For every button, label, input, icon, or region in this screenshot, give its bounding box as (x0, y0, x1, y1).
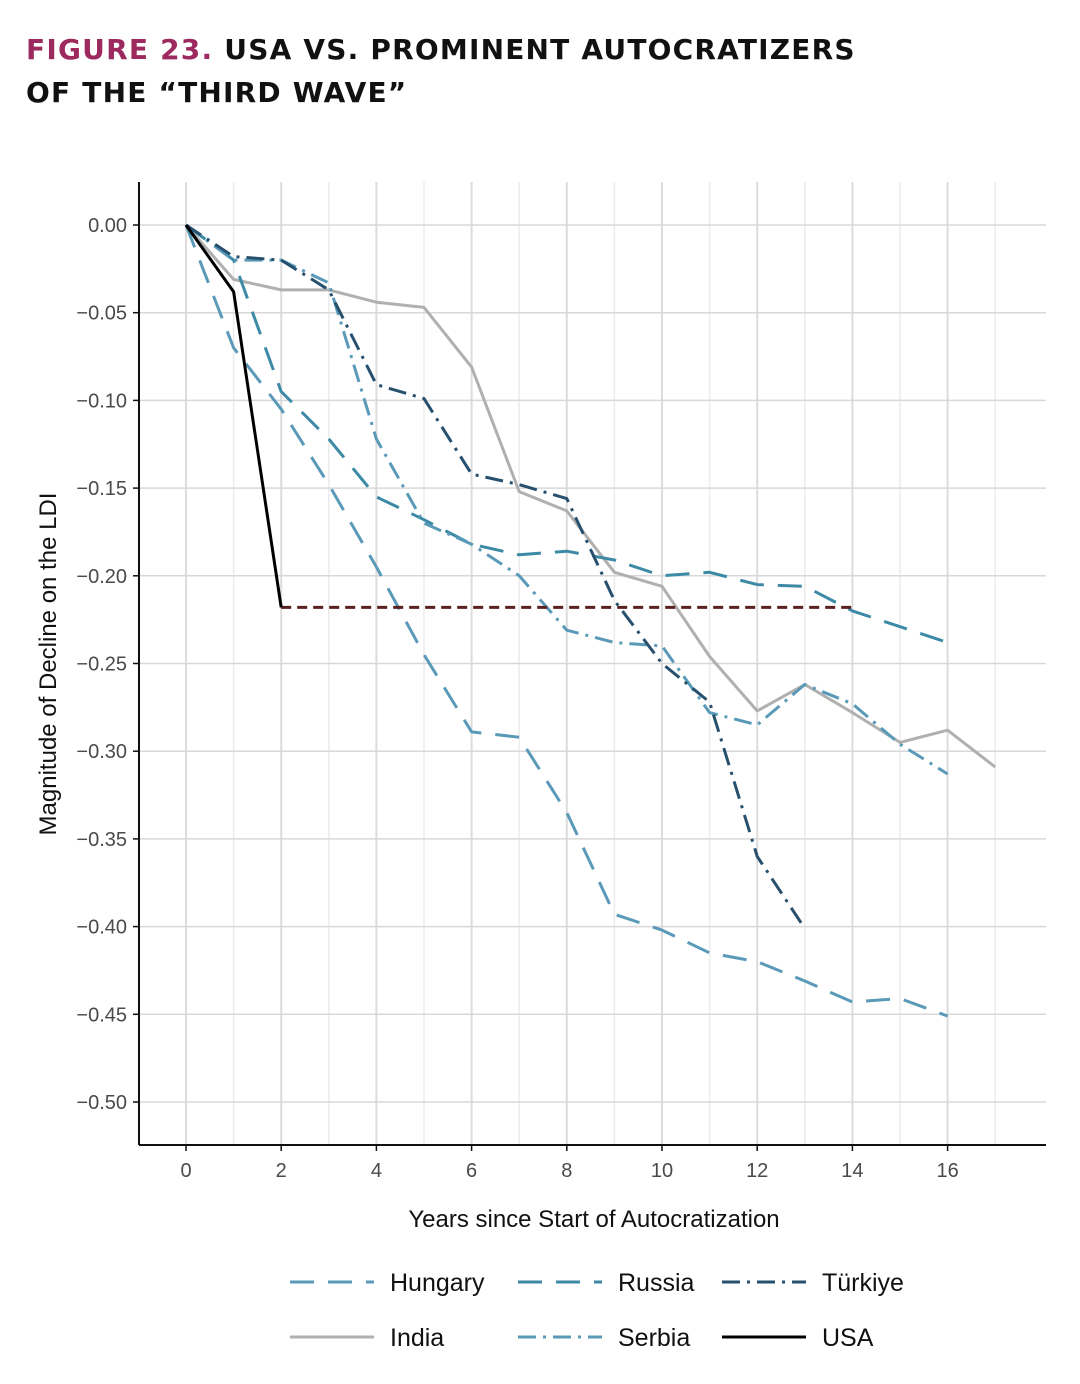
x-tick-label: 16 (936, 1160, 958, 1182)
y-tick-label: −0.35 (76, 829, 127, 851)
y-tick-label: −0.15 (76, 478, 127, 500)
y-tick-label: 0.00 (88, 215, 127, 237)
legend-label: India (390, 1324, 444, 1352)
legend-label: USA (822, 1324, 874, 1352)
x-tick-label: 8 (561, 1160, 572, 1182)
grid-lines (137, 182, 1046, 1145)
x-tick-label: 0 (180, 1160, 191, 1182)
legend-item-serbia: Serbia (518, 1324, 690, 1352)
legend-item-russia: Russia (518, 1269, 695, 1297)
x-tick-label: 4 (371, 1160, 382, 1182)
figure-label: FIGURE 23. (26, 33, 214, 66)
series-line-russia (185, 223, 949, 644)
series-line-t-rkiye (185, 223, 807, 930)
y-tick-label: −0.45 (76, 1004, 127, 1026)
y-tick-label: −0.25 (76, 654, 127, 676)
y-axis-label: Magnitude of Decline on the LDI (35, 493, 62, 836)
legend-label: Russia (618, 1269, 695, 1297)
series-lines (184, 223, 997, 1018)
x-tick-label: 6 (466, 1160, 477, 1182)
y-tick-label: −0.20 (76, 566, 127, 588)
title-line-1: FIGURE 23. USA VS. PROMINENT AUTOCRATIZE… (26, 28, 1046, 71)
legend-label: Serbia (618, 1324, 690, 1352)
legend-label: Hungary (390, 1269, 485, 1297)
title-text: USA VS. PROMINENT AUTOCRATIZERS (224, 33, 856, 66)
x-tick-labels: 0 2 4 6 8 10 12 14 16 (180, 1160, 958, 1182)
y-tick-label: −0.05 (76, 303, 127, 325)
legend-item-t-rkiye: Türkiye (722, 1269, 904, 1297)
x-tick-label: 12 (746, 1160, 768, 1182)
series-line-hungary (184, 224, 949, 1018)
y-tick-label: −0.40 (76, 917, 127, 939)
chart-title: FIGURE 23. USA VS. PROMINENT AUTOCRATIZE… (26, 28, 1046, 114)
series-line-india (184, 224, 997, 769)
x-tick-label: 14 (841, 1160, 863, 1182)
series-line-serbia (185, 223, 949, 776)
y-tick-label: −0.10 (76, 390, 127, 412)
legend-item-usa: USA (722, 1324, 874, 1352)
title-line-2: OF THE “THIRD WAVE” (26, 76, 408, 109)
legend-item-hungary: Hungary (290, 1269, 485, 1297)
legend: Hungary Russia Türkiye India Serbia USA (290, 1269, 904, 1352)
legend-label: Türkiye (822, 1269, 904, 1297)
legend-item-india: India (290, 1324, 444, 1352)
x-tick-label: 2 (276, 1160, 287, 1182)
series-line-usa (184, 224, 283, 608)
y-tick-label: −0.50 (76, 1092, 127, 1114)
x-axis-label: Years since Start of Autocratization (408, 1206, 779, 1233)
y-tick-labels: 0.00 −0.05 −0.10 −0.15 −0.20 −0.25 −0.30 −0.35 −… (76, 215, 127, 1114)
y-tick-label: −0.30 (76, 741, 127, 763)
axes (133, 182, 1046, 1151)
x-tick-label: 10 (651, 1160, 673, 1182)
